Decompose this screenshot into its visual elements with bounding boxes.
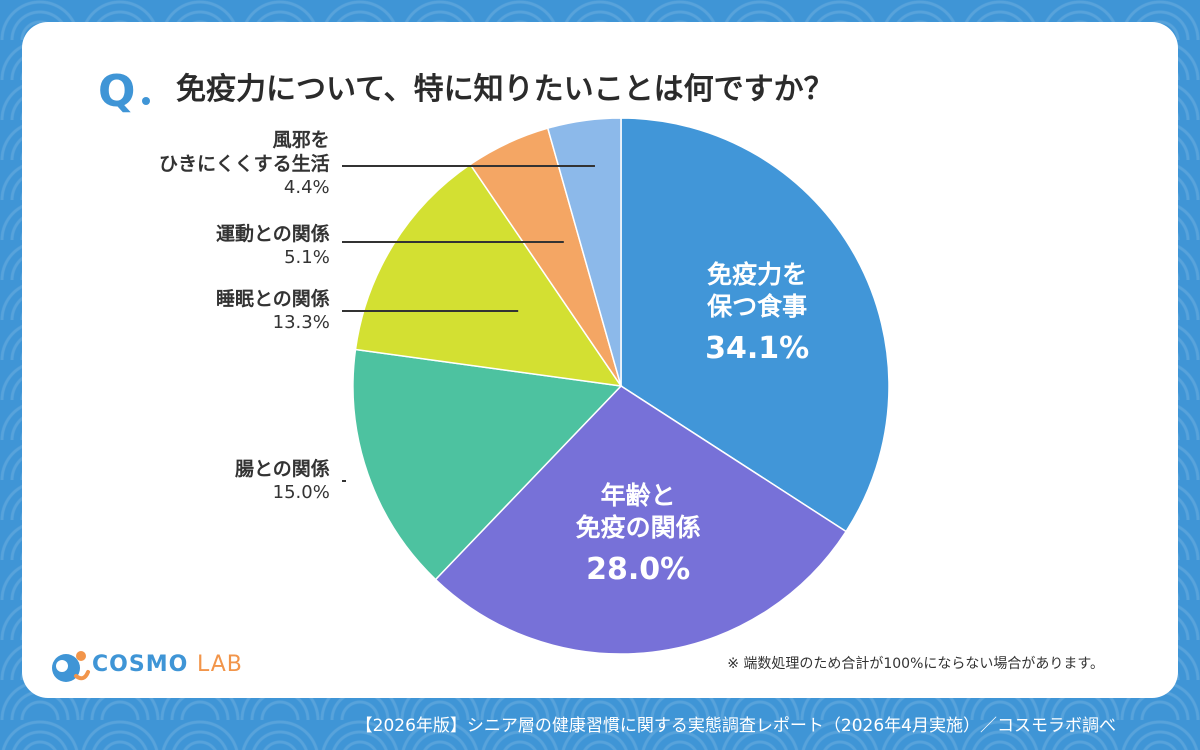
slice-value: 5.1%	[284, 247, 330, 268]
slice-label-line: 免疫力を	[707, 259, 808, 289]
logo-mark-eye	[56, 660, 68, 672]
slice-label-line: ひきにくくする生活	[159, 153, 330, 175]
logo-brand-suffix: LAB	[196, 652, 243, 677]
slice-label-inside: 年齢と 免疫の関係 28.0%	[576, 480, 701, 586]
logo-brand: COSMO	[92, 652, 189, 677]
slice-label-line: 睡眠との関係	[216, 288, 330, 310]
slice-label-outside: 運動との関係 5.1%	[216, 222, 330, 270]
slice-label-inside: 免疫力を 保つ食事 34.1%	[705, 259, 809, 365]
pie-slice	[352, 348, 623, 581]
pie-slice	[546, 117, 622, 387]
logo-text: COSMO LAB	[92, 652, 243, 677]
q-dot	[142, 97, 150, 105]
footnote: ※ 端数処理のため合計が100%にならない場合があります。	[727, 656, 1104, 672]
pie-slice	[354, 163, 623, 387]
slice-label-line: 腸との関係	[235, 458, 330, 480]
question-title: 免疫力について、特に知りたいことは何ですか？	[176, 72, 834, 107]
slice-value: 4.4%	[283, 177, 330, 198]
slice-value: 15.0%	[272, 482, 330, 503]
slice-label-outside: 風邪を ひきにくくする生活 4.4%	[159, 128, 330, 200]
slice-value: 34.1%	[705, 330, 810, 366]
slice-label-line: 免疫の関係	[575, 512, 701, 542]
pie-slice	[434, 385, 848, 655]
slice-label-line: 運動との関係	[216, 223, 330, 245]
slice-label-outside: 腸との関係 15.0%	[235, 457, 330, 505]
q-mark: Q	[98, 66, 135, 117]
footer-source: 【2026年版】シニア層の健康習慣に関する実態調査レポート（2026年4月実施）…	[355, 716, 1116, 736]
cosmo-lab-logo	[52, 651, 90, 682]
slice-value: 13.3%	[272, 312, 330, 333]
slice-label-line: 年齢と	[600, 480, 676, 510]
logo-mark-tail	[74, 670, 90, 681]
slice-label-line: 風邪を	[272, 129, 330, 151]
slice-label-outside: 睡眠との関係 13.3%	[216, 287, 330, 335]
slice-label-line: 保つ食事	[707, 291, 808, 321]
slice-value: 28.0%	[586, 551, 691, 587]
pie-slice	[620, 117, 890, 533]
logo-mark-dot	[76, 651, 86, 661]
